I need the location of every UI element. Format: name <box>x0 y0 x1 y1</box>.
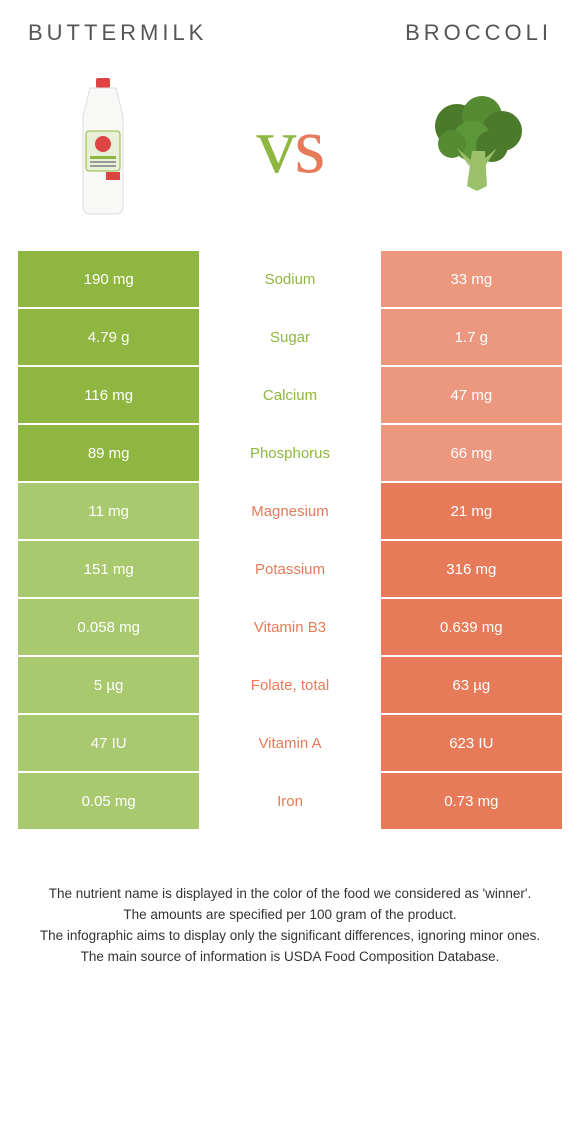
nutrient-label-cell: Sodium <box>199 251 380 307</box>
right-value-cell: 66 mg <box>381 425 562 481</box>
left-value-cell: 4.79 g <box>18 309 199 365</box>
table-row: 116 mgCalcium47 mg <box>18 367 562 423</box>
right-value-cell: 316 mg <box>381 541 562 597</box>
table-row: 4.79 gSugar1.7 g <box>18 309 562 365</box>
right-food-title: Broccoli <box>405 20 552 46</box>
right-value-cell: 33 mg <box>381 251 562 307</box>
right-value-cell: 21 mg <box>381 483 562 539</box>
table-row: 89 mgPhosphorus66 mg <box>18 425 562 481</box>
broccoli-icon <box>417 86 537 206</box>
left-value-cell: 0.05 mg <box>18 773 199 829</box>
right-value-cell: 0.639 mg <box>381 599 562 655</box>
left-value-cell: 47 IU <box>18 715 199 771</box>
vs-label: vs <box>256 101 323 192</box>
table-row: 190 mgSodium33 mg <box>18 251 562 307</box>
vs-s-letter: s <box>294 102 323 190</box>
buttermilk-image <box>38 76 168 216</box>
table-row: 151 mgPotassium316 mg <box>18 541 562 597</box>
table-row: 0.058 mgVitamin B30.639 mg <box>18 599 562 655</box>
footer-line-2: The amounts are specified per 100 gram o… <box>28 905 552 926</box>
infographic-container: Buttermilk Broccoli vs <box>0 0 580 968</box>
table-row: 5 µgFolate, total63 µg <box>18 657 562 713</box>
nutrient-label-cell: Iron <box>199 773 380 829</box>
table-row: 0.05 mgIron0.73 mg <box>18 773 562 829</box>
left-value-cell: 116 mg <box>18 367 199 423</box>
right-value-cell: 63 µg <box>381 657 562 713</box>
nutrient-label-cell: Vitamin B3 <box>199 599 380 655</box>
vs-v-letter: v <box>256 102 294 190</box>
header-row: Buttermilk Broccoli <box>18 20 562 46</box>
comparison-table: 190 mgSodium33 mg4.79 gSugar1.7 g116 mgC… <box>18 251 562 829</box>
left-food-title: Buttermilk <box>28 20 207 46</box>
left-value-cell: 0.058 mg <box>18 599 199 655</box>
nutrient-label-cell: Sugar <box>199 309 380 365</box>
right-value-cell: 47 mg <box>381 367 562 423</box>
left-value-cell: 151 mg <box>18 541 199 597</box>
nutrient-label-cell: Magnesium <box>199 483 380 539</box>
footer-line-3: The infographic aims to display only the… <box>28 926 552 947</box>
footer-notes: The nutrient name is displayed in the co… <box>18 884 562 968</box>
nutrient-label-cell: Folate, total <box>199 657 380 713</box>
left-value-cell: 11 mg <box>18 483 199 539</box>
left-value-cell: 89 mg <box>18 425 199 481</box>
footer-line-4: The main source of information is USDA F… <box>28 947 552 968</box>
nutrient-label-cell: Potassium <box>199 541 380 597</box>
right-value-cell: 623 IU <box>381 715 562 771</box>
right-value-cell: 1.7 g <box>381 309 562 365</box>
bottle-icon <box>68 76 138 216</box>
table-row: 47 IUVitamin A623 IU <box>18 715 562 771</box>
nutrient-label-cell: Vitamin A <box>199 715 380 771</box>
right-value-cell: 0.73 mg <box>381 773 562 829</box>
nutrient-label-cell: Phosphorus <box>199 425 380 481</box>
image-row: vs <box>18 76 562 216</box>
table-row: 11 mgMagnesium21 mg <box>18 483 562 539</box>
left-value-cell: 190 mg <box>18 251 199 307</box>
left-value-cell: 5 µg <box>18 657 199 713</box>
broccoli-image <box>412 76 542 216</box>
nutrient-label-cell: Calcium <box>199 367 380 423</box>
footer-line-1: The nutrient name is displayed in the co… <box>28 884 552 905</box>
